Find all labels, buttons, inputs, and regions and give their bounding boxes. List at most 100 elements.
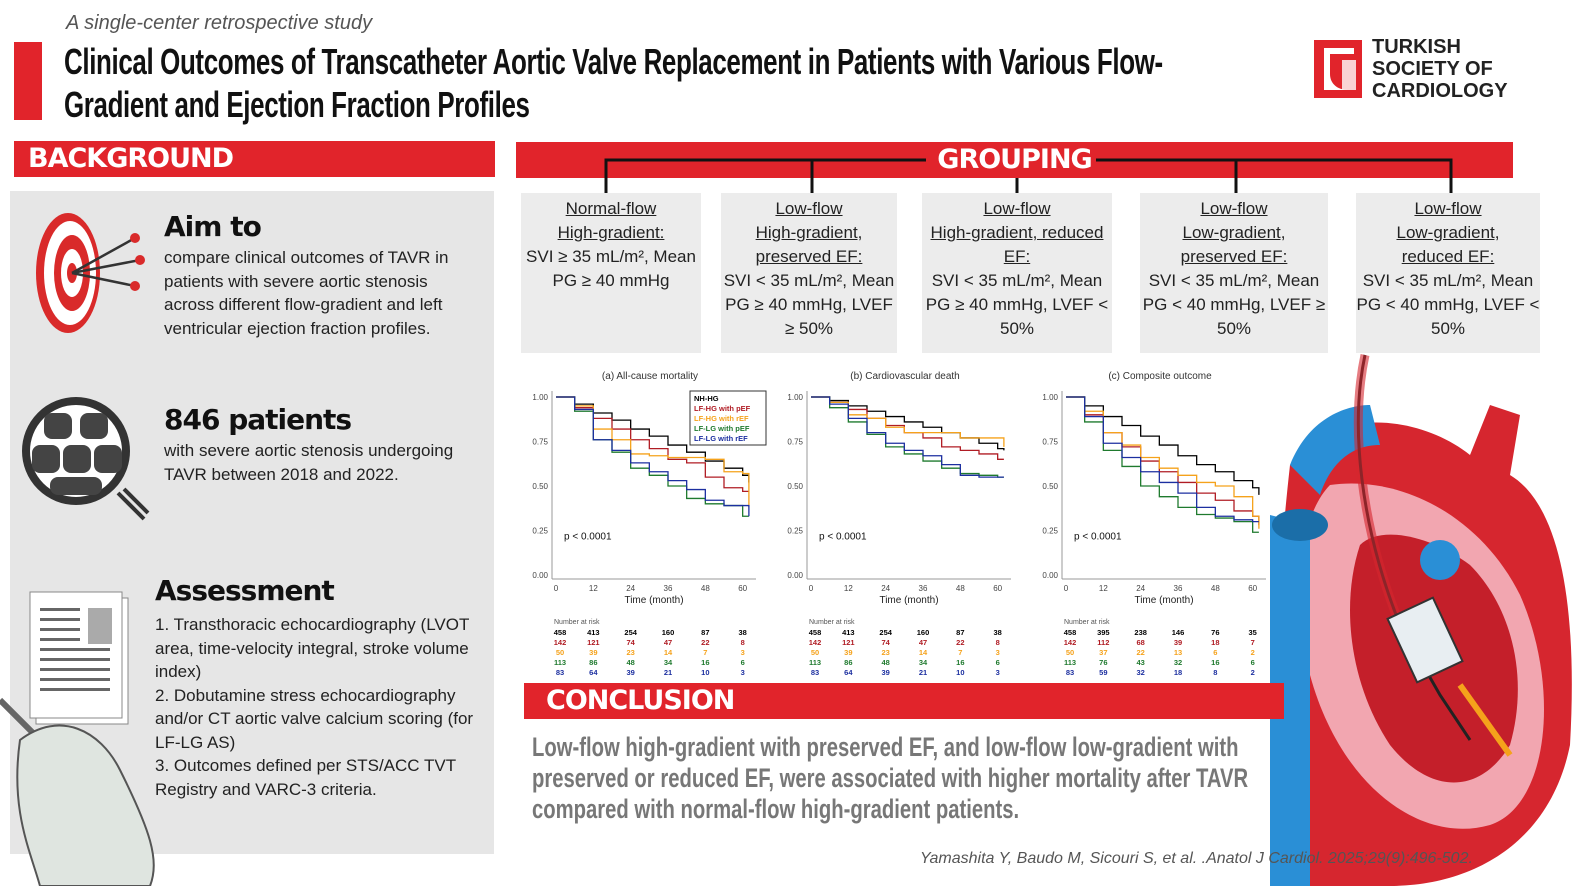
at-risk-value: 8	[741, 638, 745, 647]
at-risk-value: 86	[844, 658, 852, 667]
survival-curve	[811, 396, 1004, 478]
at-risk-value: 458	[809, 628, 822, 637]
p-value-annotation: p < 0.0001	[564, 531, 612, 542]
y-tick-label: 0.00	[1042, 571, 1058, 580]
group-name-line: Normal-flow	[565, 199, 657, 218]
group-name-line: Low-flow	[1200, 199, 1268, 218]
assessment-list: 1. Transthoracic echocardiography (LVOT …	[155, 613, 480, 801]
y-tick-label: 0.75	[787, 438, 803, 447]
citation: Yamashita Y, Baudo M, Sicouri S, et al. …	[920, 850, 1473, 867]
at-risk-value: 22	[701, 638, 709, 647]
y-tick-label: 0.75	[1042, 438, 1058, 447]
title-accent-bar	[14, 42, 42, 120]
chart-title: (c) Composite outcome	[1108, 371, 1212, 382]
target-icon	[36, 213, 145, 333]
at-risk-value: 74	[626, 638, 635, 647]
aim-title: Aim to	[164, 210, 262, 243]
at-risk-value: 121	[587, 638, 600, 647]
at-risk-value: 458	[554, 628, 567, 637]
at-risk-value: 34	[664, 658, 673, 667]
group-criteria: SVI < 35 mL/m², Mean PG < 40 mmHg, LVEF …	[1356, 271, 1540, 338]
legend-entry: NH-HG	[694, 394, 719, 403]
at-risk-label: Number at risk	[809, 619, 855, 626]
y-tick-label: 0.25	[532, 527, 548, 536]
group-criteria: SVI < 35 mL/m², Mean PG ≥ 40 mmHg, LVEF …	[723, 271, 895, 338]
at-risk-value: 21	[664, 668, 672, 677]
at-risk-value: 14	[664, 648, 673, 657]
km-chart: (c) Composite outcome 0.00 0.25 0.50 0.75 1.0…	[1042, 371, 1266, 677]
at-risk-value: 87	[956, 628, 964, 637]
at-risk-value: 160	[662, 628, 675, 637]
at-risk-value: 18	[1174, 668, 1182, 677]
group-name-line: reduced EF:	[1401, 247, 1495, 266]
tsc-logo	[1314, 40, 1362, 98]
group-name-line: Low-gradient,	[1396, 223, 1500, 242]
at-risk-value: 3	[741, 668, 745, 677]
x-tick-label: 12	[844, 584, 853, 593]
y-tick-label: 1.00	[532, 393, 548, 402]
at-risk-value: 83	[556, 668, 564, 677]
at-risk-value: 35	[1248, 628, 1256, 637]
patients-magnifier-icon	[22, 397, 150, 521]
at-risk-value: 76	[1099, 658, 1107, 667]
survival-curve	[556, 396, 750, 517]
p-value-annotation: p < 0.0001	[819, 531, 867, 542]
at-risk-value: 142	[554, 638, 567, 647]
legend-box	[689, 390, 767, 446]
at-risk-value: 38	[738, 628, 746, 637]
patients-title: 846 patients	[164, 403, 352, 436]
x-tick-label: 0	[554, 584, 559, 593]
group-box: Low-flow High-gradient, reduced EF: SVI < 3…	[922, 193, 1112, 353]
grouping-heading-label: GROUPING	[929, 144, 1100, 175]
at-risk-value: 18	[1211, 638, 1219, 647]
subtitle: A single-center retrospective study	[66, 12, 373, 34]
at-risk-value: 2	[1251, 668, 1255, 677]
at-risk-value: 83	[1066, 668, 1074, 677]
at-risk-value: 6	[996, 658, 1000, 667]
survival-curve	[811, 396, 1005, 447]
group-name-line: Low-gradient,	[1182, 223, 1286, 242]
background-heading: BACKGROUND	[14, 141, 495, 177]
y-tick-label: 0.50	[1042, 482, 1058, 491]
at-risk-value: 16	[1211, 658, 1219, 667]
at-risk-value: 32	[1136, 668, 1144, 677]
patients-text: with severe aortic stenosis undergoing T…	[164, 441, 454, 484]
at-risk-value: 238	[1134, 628, 1147, 637]
heart-tavr-illustration	[1270, 354, 1572, 886]
group-name-line: EF:	[1003, 247, 1031, 266]
survival-curve	[1066, 396, 1259, 523]
at-risk-value: 10	[956, 668, 964, 677]
at-risk-value: 16	[701, 658, 709, 667]
at-risk-value: 113	[554, 658, 566, 667]
grouping-heading: GROUPING	[516, 142, 1513, 178]
at-risk-label: Number at risk	[1064, 619, 1110, 626]
km-chart: (a) All-cause mortality 0.00 0.25 0.50 0.75 1…	[532, 371, 767, 677]
survival-curve	[811, 396, 1005, 451]
at-risk-value: 39	[881, 668, 889, 677]
group-name-line: preserved EF:	[755, 247, 863, 266]
conclusion-heading: CONCLUSION	[524, 683, 1284, 719]
at-risk-value: 23	[626, 648, 634, 657]
at-risk-value: 112	[1097, 638, 1109, 647]
at-risk-value: 32	[1174, 658, 1182, 667]
at-risk-value: 39	[844, 648, 852, 657]
at-risk-value: 47	[919, 638, 927, 647]
at-risk-value: 64	[589, 668, 598, 677]
at-risk-value: 22	[956, 638, 964, 647]
y-tick-label: 1.00	[1042, 393, 1058, 402]
y-tick-label: 0.00	[787, 571, 803, 580]
at-risk-value: 8	[1213, 668, 1217, 677]
at-risk-value: 6	[741, 658, 745, 667]
group-name-line: High-gradient,	[755, 223, 863, 242]
at-risk-value: 395	[1097, 628, 1110, 637]
at-risk-value: 6	[1213, 648, 1217, 657]
at-risk-value: 86	[589, 658, 597, 667]
at-risk-value: 59	[1099, 668, 1107, 677]
at-risk-value: 64	[844, 668, 853, 677]
at-risk-value: 39	[589, 648, 597, 657]
km-chart: (b) Cardiovascular death 0.00 0.25 0.50 0.75…	[787, 371, 1011, 677]
x-tick-label: 12	[1099, 584, 1108, 593]
at-risk-value: 254	[624, 628, 637, 637]
at-risk-value: 2	[1251, 648, 1255, 657]
at-risk-value: 34	[919, 658, 928, 667]
